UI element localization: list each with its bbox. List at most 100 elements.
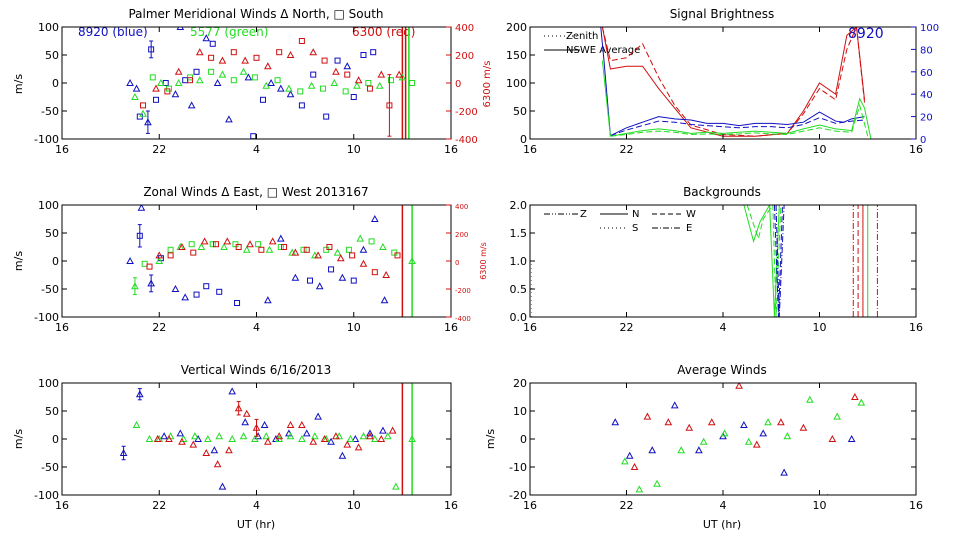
data-point-triangle [643,412,652,420]
data-point-square [212,241,219,248]
right-y-tick-label: -200 [455,287,471,295]
data-point-square [162,80,169,86]
right-y-tick-label: 0 [920,135,926,146]
data-point-triangle [251,434,259,442]
data-point-square [370,49,377,56]
data-point-triangle [264,62,272,70]
data-point-triangle [777,418,785,426]
data-point-triangle [333,248,342,256]
x-tick-label: 16 [909,143,923,156]
right-y-tick-label: 200 [455,51,474,62]
data-point-triangle [242,409,251,417]
x-tick-label: 22 [620,499,634,512]
data-point-square [209,241,216,248]
legend-green-label: 5577 (green) [190,25,268,39]
data-point-triangle [338,273,347,281]
data-point-triangle [740,420,748,428]
data-point-triangle [359,259,368,267]
data-point-square [365,80,372,86]
y-tick-label: 1.0 [510,255,528,268]
data-point-square [167,246,174,253]
data-point-square [386,102,393,109]
data-point-triangle [375,81,384,89]
backgrounds-legend: Z N W S E [544,209,696,234]
x-tick-label: 16 [909,499,923,512]
data-point-square [342,88,349,95]
right-y-tick-label: 0 [455,79,461,90]
data-point-triangle [144,118,152,126]
data-point-triangle [195,76,204,84]
data-point-triangle [828,434,837,442]
data-point-triangle [176,429,185,437]
legend-w-label: W [686,209,696,220]
data-point-triangle [155,251,164,259]
data-point-triangle [783,432,792,440]
data-point-square [345,246,352,253]
data-point-square [300,246,307,253]
data-point-triangle [379,426,387,434]
y-axis-label: m/s [12,74,25,94]
data-point-triangle [338,451,347,459]
data-point-triangle [314,251,322,259]
data-point-triangle [354,76,363,84]
y-tick-label: -50 [41,283,59,296]
data-point-triangle [157,78,165,86]
data-point-triangle [131,92,139,100]
data-point-triangle [752,440,761,448]
data-point-triangle [670,401,679,409]
x-tick-label: 16 [523,143,537,156]
data-point-triangle [267,78,275,86]
data-point-triangle [298,420,306,428]
data-point-square [193,68,200,75]
data-point-triangle [653,479,661,487]
y-tick-label: 0 [52,433,59,446]
data-point-triangle [806,395,814,403]
plot-data [119,383,416,495]
y-tick-label: 200 [506,21,527,34]
right-y-tick-label: 400 [455,23,474,34]
data-point-square [140,102,147,109]
x-tick-label: 22 [152,143,166,156]
data-point-triangle [181,293,190,301]
data-point-triangle [225,115,233,123]
legend-blue-label: 8920 (blue) [78,25,148,39]
y-tick-label: -50 [41,461,59,474]
data-point-triangle [176,27,185,30]
data-point-square [146,263,153,270]
y-tick-label: 50 [45,405,59,418]
data-point-triangle [383,432,392,440]
plot-data [600,27,872,139]
data-point-triangle [241,56,249,64]
data-point-triangle [744,437,753,445]
data-point-triangle [330,78,339,86]
data-point-square [366,85,373,92]
data-point-square [326,244,333,250]
data-point-triangle [220,242,228,250]
y-tick-label: -20 [509,489,527,502]
data-point-square [388,77,395,84]
x-tick-label: 16 [55,143,69,156]
y-tick-label: 0 [52,77,59,90]
series-line [601,27,866,137]
panel-title: Vertical Winds 6/16/2013 [181,363,332,377]
data-point-triangle [132,84,141,92]
data-point-triangle [392,482,400,490]
data-point-square [323,113,330,120]
data-point-triangle [302,429,311,437]
data-point-triangle [343,440,352,448]
right-y-tick-label: 20 [920,113,933,124]
data-point-triangle [359,245,368,253]
data-point-triangle [857,398,866,406]
data-point-triangle [241,418,249,426]
y-tick-label: 100 [38,377,59,390]
x-tick-label: 16 [444,321,458,334]
panel-title: Signal Brightness [670,7,775,21]
data-point-triangle [635,485,644,493]
data-point-square [297,88,304,95]
data-point-square [259,96,266,103]
data-point-triangle [382,270,391,278]
x-tick-label: 10 [347,499,361,512]
